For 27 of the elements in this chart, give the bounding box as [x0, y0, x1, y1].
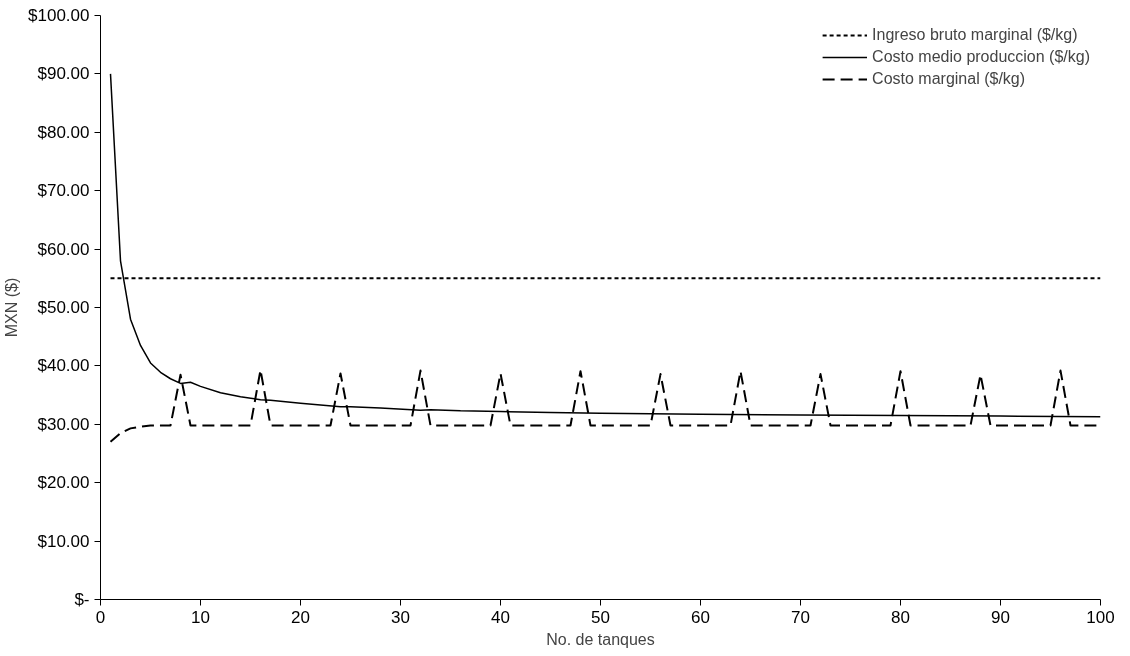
x-tick-label: 30 [391, 607, 410, 627]
x-tick-label: 50 [591, 607, 610, 627]
y-tick-label: $60.00 [37, 239, 90, 259]
x-tick-label: 80 [891, 607, 910, 627]
y-tick-label: $40.00 [37, 356, 90, 376]
y-tick-label: $90.00 [37, 64, 90, 84]
y-tick-label: $70.00 [37, 181, 90, 201]
y-tick-label: $100.00 [28, 6, 90, 25]
x-tick-label: 10 [191, 607, 210, 627]
x-tick-label: 90 [991, 607, 1010, 627]
y-tick-label: $10.00 [37, 531, 90, 551]
y-tick-label: $- [74, 590, 90, 609]
y-tick-label: $80.00 [37, 122, 90, 142]
x-tick-label: 70 [791, 607, 810, 627]
y-tick-label: $30.00 [37, 414, 90, 434]
x-tick-label: 40 [491, 607, 510, 627]
x-tick-label: 20 [291, 607, 310, 627]
y-tick-label: $50.00 [37, 298, 90, 317]
legend-label: Ingreso bruto marginal ($/kg) [872, 26, 1078, 44]
legend-label: Costo marginal ($/kg) [872, 70, 1026, 88]
x-tick-label: 60 [691, 607, 710, 627]
y-axis-title: MXN ($) [3, 277, 21, 338]
x-tick-label: 100 [1086, 607, 1115, 627]
x-axis-title: No. de tanques [546, 630, 655, 648]
x-tick-label: 0 [95, 607, 106, 627]
legend-label: Costo medio produccion ($/kg) [872, 48, 1090, 66]
y-tick-label: $20.00 [37, 473, 90, 493]
